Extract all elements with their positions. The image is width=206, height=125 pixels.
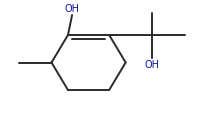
Text: OH: OH: [145, 60, 160, 70]
Text: OH: OH: [65, 4, 80, 14]
